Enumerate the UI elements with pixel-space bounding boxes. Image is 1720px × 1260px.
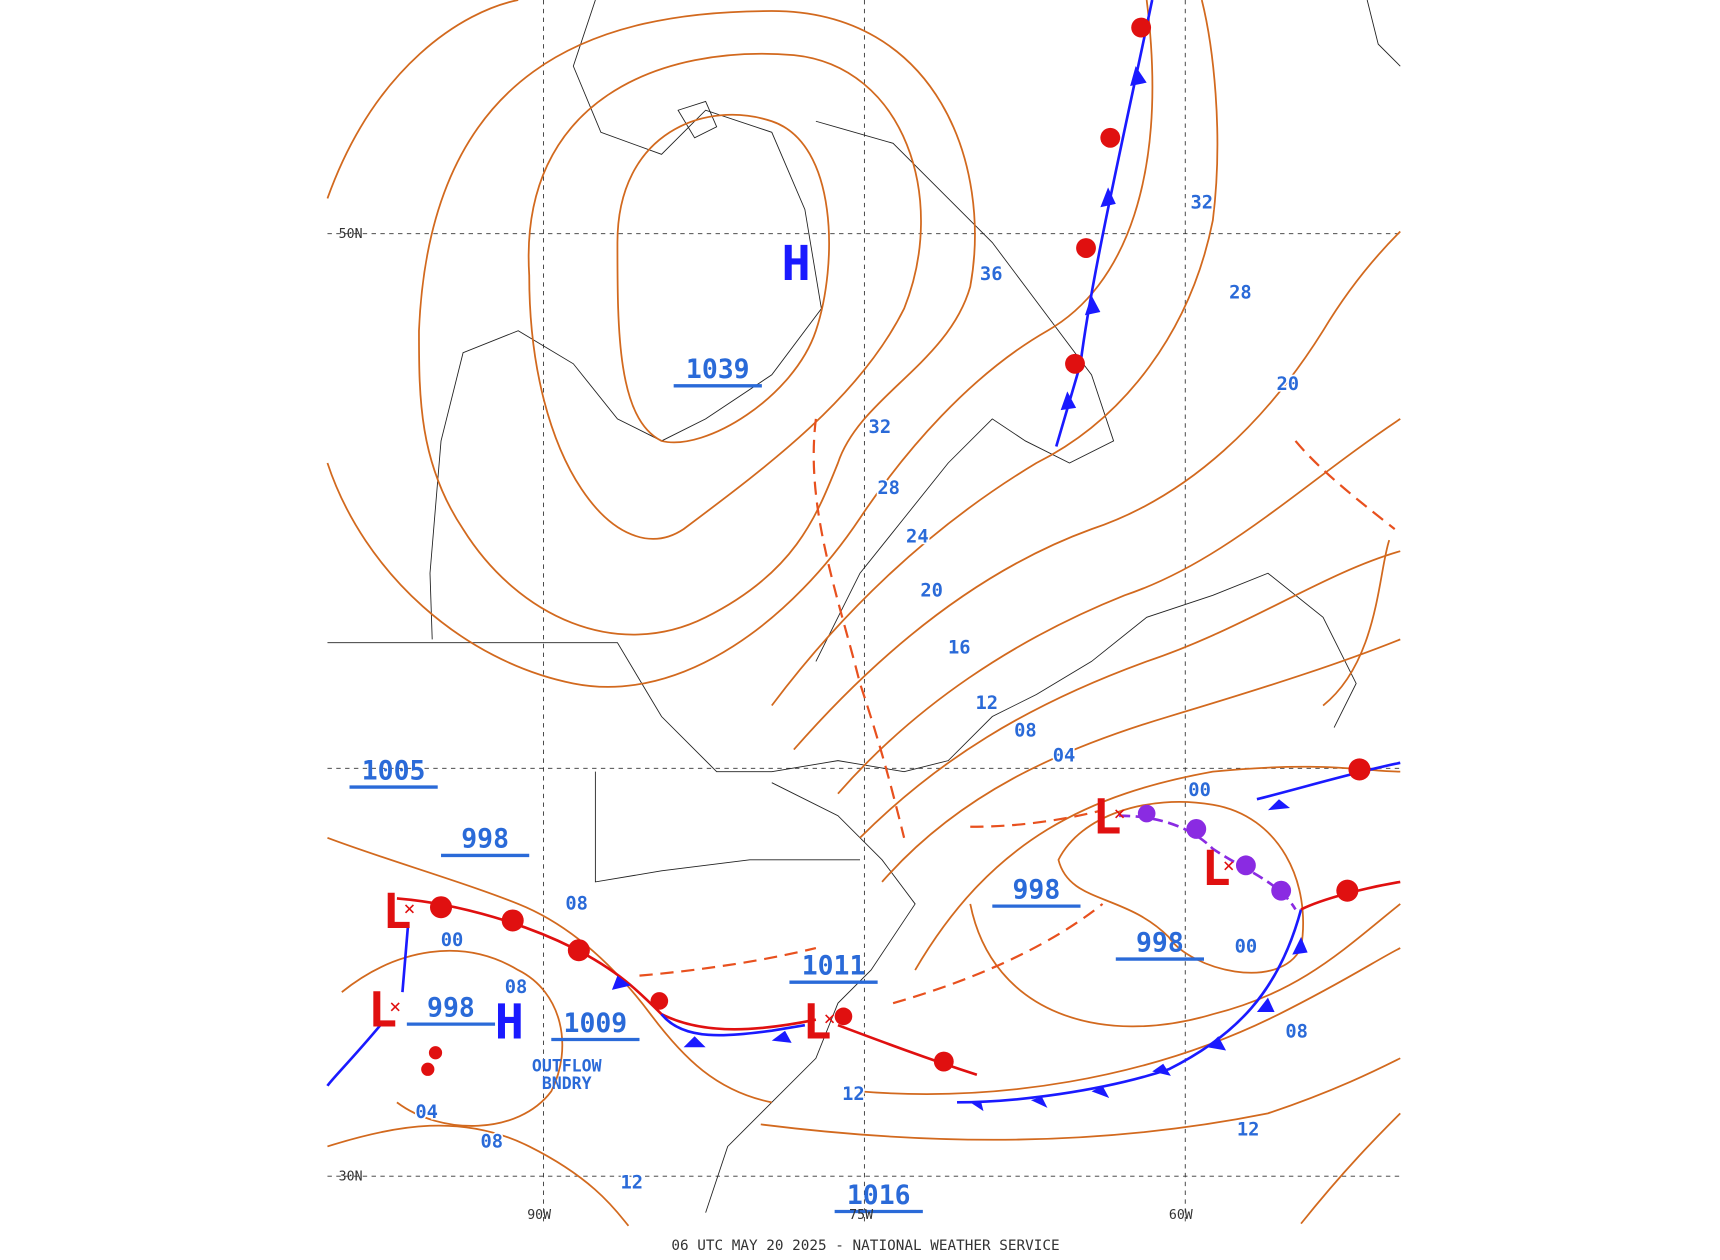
- center-mark: ×: [1114, 802, 1126, 825]
- isobar-label: 16: [948, 638, 971, 659]
- isobar-label: 00: [441, 930, 464, 951]
- isobar-label: 12: [1237, 1119, 1260, 1140]
- pressure-value: 1005: [362, 755, 426, 786]
- pressure-center: L: [368, 982, 397, 1038]
- pressure-center: H: [781, 236, 810, 292]
- isobar-label: 12: [842, 1084, 865, 1105]
- center-mark: ×: [824, 1007, 836, 1030]
- pressure-center: L: [802, 994, 831, 1050]
- isobar-label: 36: [980, 264, 1003, 285]
- isobar-label: 08: [565, 893, 588, 914]
- isobar-label: 32: [1191, 192, 1214, 213]
- center-mark: ×: [389, 995, 401, 1018]
- fronts: [326, 0, 1401, 1112]
- grid-label: 75W: [849, 1208, 873, 1223]
- pressure-center: L: [1202, 841, 1231, 897]
- isobar-label: 08: [1014, 720, 1037, 741]
- isobar-label: 20: [920, 580, 943, 601]
- pressure-center: L: [382, 884, 411, 940]
- isobar-label: 20: [1277, 374, 1300, 395]
- isobar-label: 12: [620, 1172, 643, 1193]
- isobar-label: 04: [415, 1102, 438, 1123]
- troughs: [639, 418, 1396, 1005]
- isobar-label: 12: [976, 693, 999, 714]
- isobar-label: 32: [869, 417, 892, 438]
- isobar-label: 08: [1285, 1021, 1308, 1042]
- pressure-value: 998: [427, 992, 475, 1023]
- isobar-label: 00: [1188, 780, 1211, 801]
- center-mark: ×: [404, 897, 416, 920]
- center-mark: ×: [1223, 854, 1235, 877]
- pressure-value: 1039: [686, 354, 750, 385]
- isobar-label: 28: [877, 478, 900, 499]
- coastlines: [327, 0, 1401, 1213]
- isobar-label: 08: [480, 1132, 503, 1153]
- isobar-label: 04: [1053, 746, 1076, 767]
- map-frame: [327, 0, 1401, 1226]
- caption: 06 UTC MAY 20 2025 - NATIONAL WEATHER SE…: [671, 1238, 1059, 1254]
- isobar-label: 08: [505, 977, 528, 998]
- grid-label: 50N: [339, 227, 363, 242]
- grid-label: 30N: [339, 1170, 363, 1185]
- pressure-value: 998: [461, 824, 509, 855]
- grid-label: 60W: [1169, 1208, 1193, 1223]
- isobar-label: 28: [1229, 283, 1252, 304]
- pressure-value: 1011: [802, 950, 866, 981]
- isobar-label: 00: [1235, 936, 1258, 957]
- pressure-value: 1009: [564, 1008, 628, 1039]
- isobar-label: 24: [906, 526, 929, 547]
- pressure-center: H: [495, 994, 524, 1050]
- boundary-annotation: BNDRY: [542, 1074, 592, 1093]
- lat-lon-grid: [327, 0, 1401, 1226]
- pressure-value: 998: [1013, 874, 1061, 905]
- boundary-annotation: OUTFLOW: [532, 1056, 602, 1075]
- pressure-value: 1016: [847, 1180, 911, 1211]
- pressure-center: L: [1092, 789, 1121, 845]
- pressure-value: 998: [1136, 927, 1184, 958]
- grid-label: 90W: [527, 1208, 551, 1223]
